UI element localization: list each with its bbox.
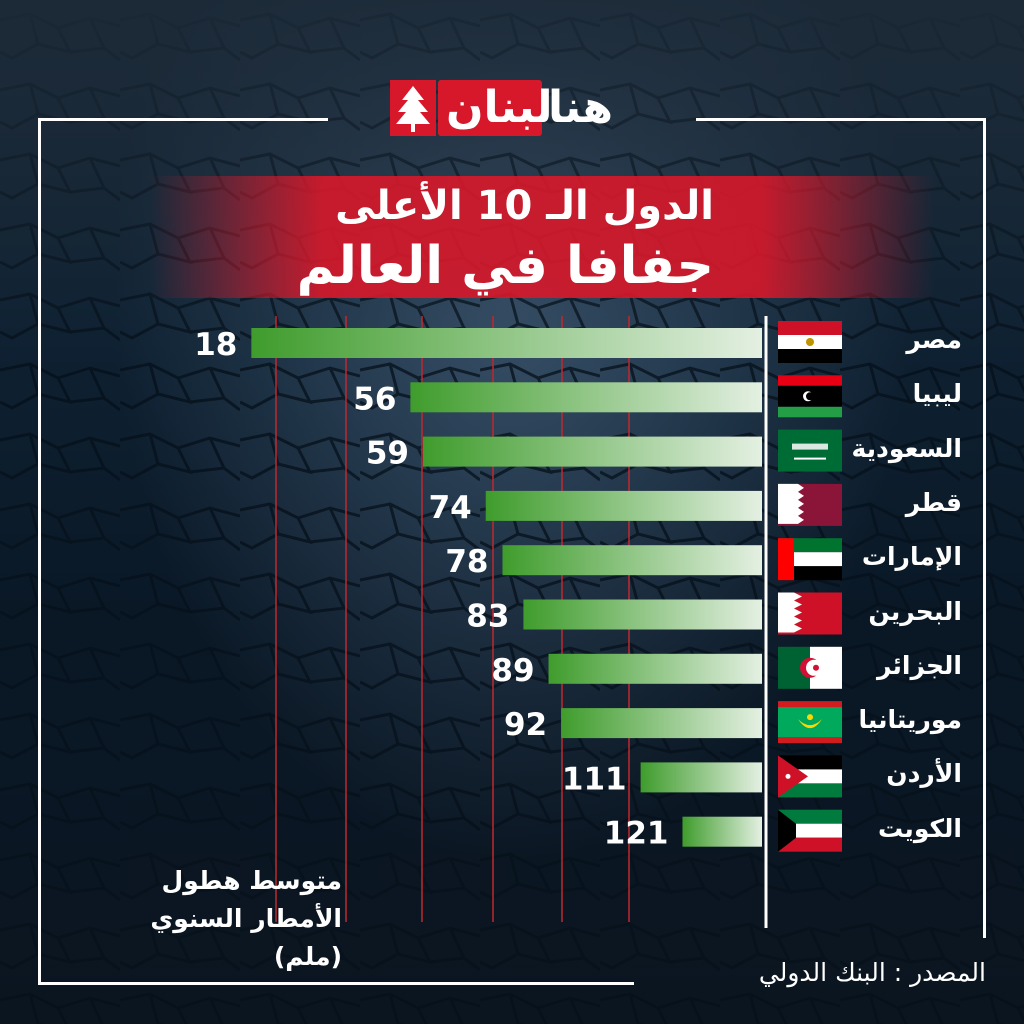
frame-left xyxy=(38,118,41,984)
category-label: قطر xyxy=(905,487,962,517)
title-line-1: الدول الـ 10 الأعلى xyxy=(335,183,714,229)
data-label: 89 xyxy=(491,653,534,689)
category-label: الإمارات xyxy=(861,542,962,572)
category-label: الجزائر xyxy=(876,650,962,680)
bar xyxy=(422,436,762,467)
logo-badge xyxy=(438,80,542,136)
frame-right xyxy=(983,118,986,938)
bar xyxy=(502,545,762,576)
data-label: 111 xyxy=(562,761,627,797)
frame-top-left xyxy=(38,118,328,121)
jordan-flag-icon xyxy=(778,755,842,798)
data-label: 78 xyxy=(445,544,488,580)
data-label: 92 xyxy=(504,707,547,743)
bar xyxy=(682,816,762,847)
category-label: البحرين xyxy=(868,596,962,626)
bar xyxy=(561,708,762,739)
algeria-flag-icon xyxy=(778,646,842,689)
y-axis-label: متوسط هطول الأمطار السنوي (ملم) xyxy=(150,866,342,971)
category-label: ليبيا xyxy=(912,379,962,409)
logo-word-here: هنا xyxy=(548,82,613,133)
bar xyxy=(548,653,762,684)
data-label: 74 xyxy=(429,490,472,526)
cedar-icon xyxy=(390,80,436,136)
data-label: 18 xyxy=(194,327,237,363)
libya-flag-icon xyxy=(778,375,842,418)
category-label: السعودية xyxy=(851,433,962,463)
bahrain-flag-icon xyxy=(778,592,842,635)
category-label: الكويت xyxy=(877,813,962,843)
saudi-flag-icon xyxy=(778,429,842,472)
bar xyxy=(410,382,762,413)
qatar-flag-icon xyxy=(778,483,842,526)
category-label: الأردن xyxy=(886,759,962,789)
data-label: 59 xyxy=(366,436,409,472)
bar xyxy=(523,599,762,630)
bar xyxy=(251,328,763,358)
bar xyxy=(640,762,762,793)
category-label: موريتانيا xyxy=(858,705,962,735)
data-label: 121 xyxy=(604,816,669,852)
bar xyxy=(485,490,762,521)
source-note: المصدر : البنك الدولي xyxy=(758,958,986,987)
frame-top-right xyxy=(696,118,986,121)
data-label: 83 xyxy=(466,599,509,635)
kuwait-flag-icon xyxy=(778,809,842,852)
mauritania-flag-icon xyxy=(778,701,842,744)
category-label: مصر xyxy=(906,325,962,354)
title-band xyxy=(150,176,934,298)
brand-logo: لبنان هنا xyxy=(390,74,634,148)
uae-flag-icon xyxy=(778,538,842,581)
data-label: 56 xyxy=(353,381,396,417)
logo-word-lebanon: لبنان xyxy=(446,82,553,133)
frame-bottom xyxy=(38,982,634,985)
title-line-2: جفافا في العالم xyxy=(296,236,714,296)
egypt-flag-icon xyxy=(778,321,842,363)
